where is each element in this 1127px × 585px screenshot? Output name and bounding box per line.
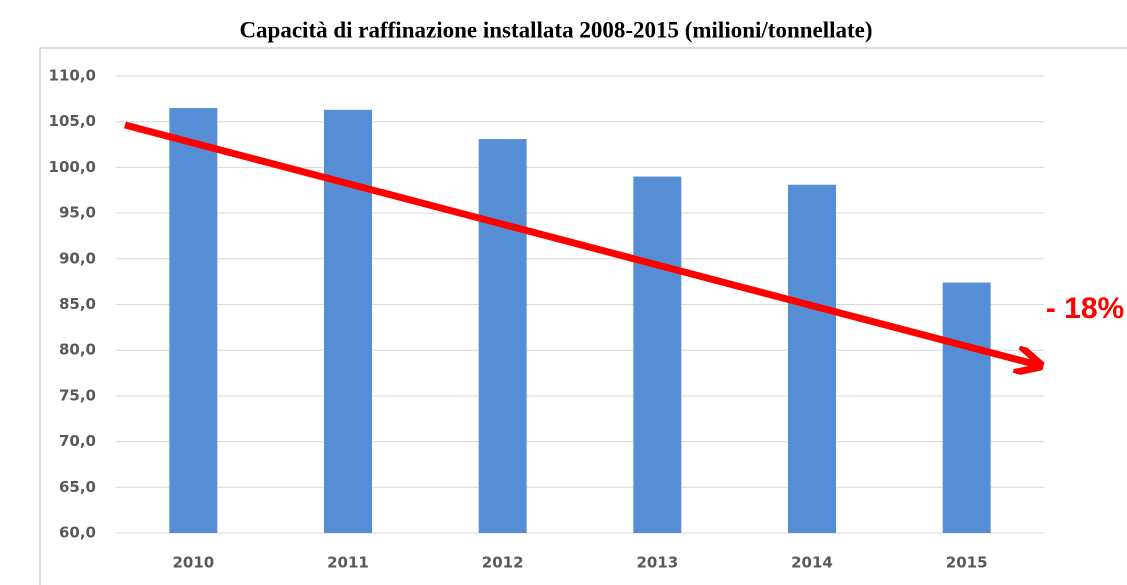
- y-tick-label: 70,0: [59, 432, 96, 450]
- x-tick-label: 2013: [636, 554, 678, 572]
- y-tick-label: 95,0: [59, 204, 96, 222]
- y-tick-label: 100,0: [49, 158, 96, 176]
- bar: [169, 107, 218, 534]
- bar: [324, 109, 372, 534]
- x-tick-label: 2011: [327, 554, 369, 572]
- trend-arrow: [124, 121, 1038, 365]
- x-tick-label: 2010: [172, 554, 214, 572]
- x-tick-label: 2015: [946, 554, 988, 572]
- x-tick-label: 2012: [482, 554, 524, 572]
- y-tick-label: 85,0: [59, 295, 96, 313]
- chart-frame: [39, 47, 1127, 585]
- y-tick-label: 75,0: [59, 386, 96, 404]
- bar: [942, 282, 991, 533]
- y-tick-label: 65,0: [59, 478, 96, 496]
- bar: [478, 139, 527, 534]
- x-tick-label: 2014: [791, 554, 833, 572]
- bar: [788, 184, 836, 534]
- bar: [633, 176, 682, 534]
- y-tick-label: 90,0: [59, 249, 96, 267]
- y-tick-label: 60,0: [59, 524, 96, 542]
- y-tick-label: 110,0: [49, 67, 96, 85]
- chart-title: Capacità di raffinazione installata 2008…: [239, 17, 872, 42]
- annotation: - 18%: [1046, 292, 1124, 325]
- y-tick-label: 80,0: [59, 341, 96, 359]
- y-tick-label: 105,0: [49, 112, 96, 130]
